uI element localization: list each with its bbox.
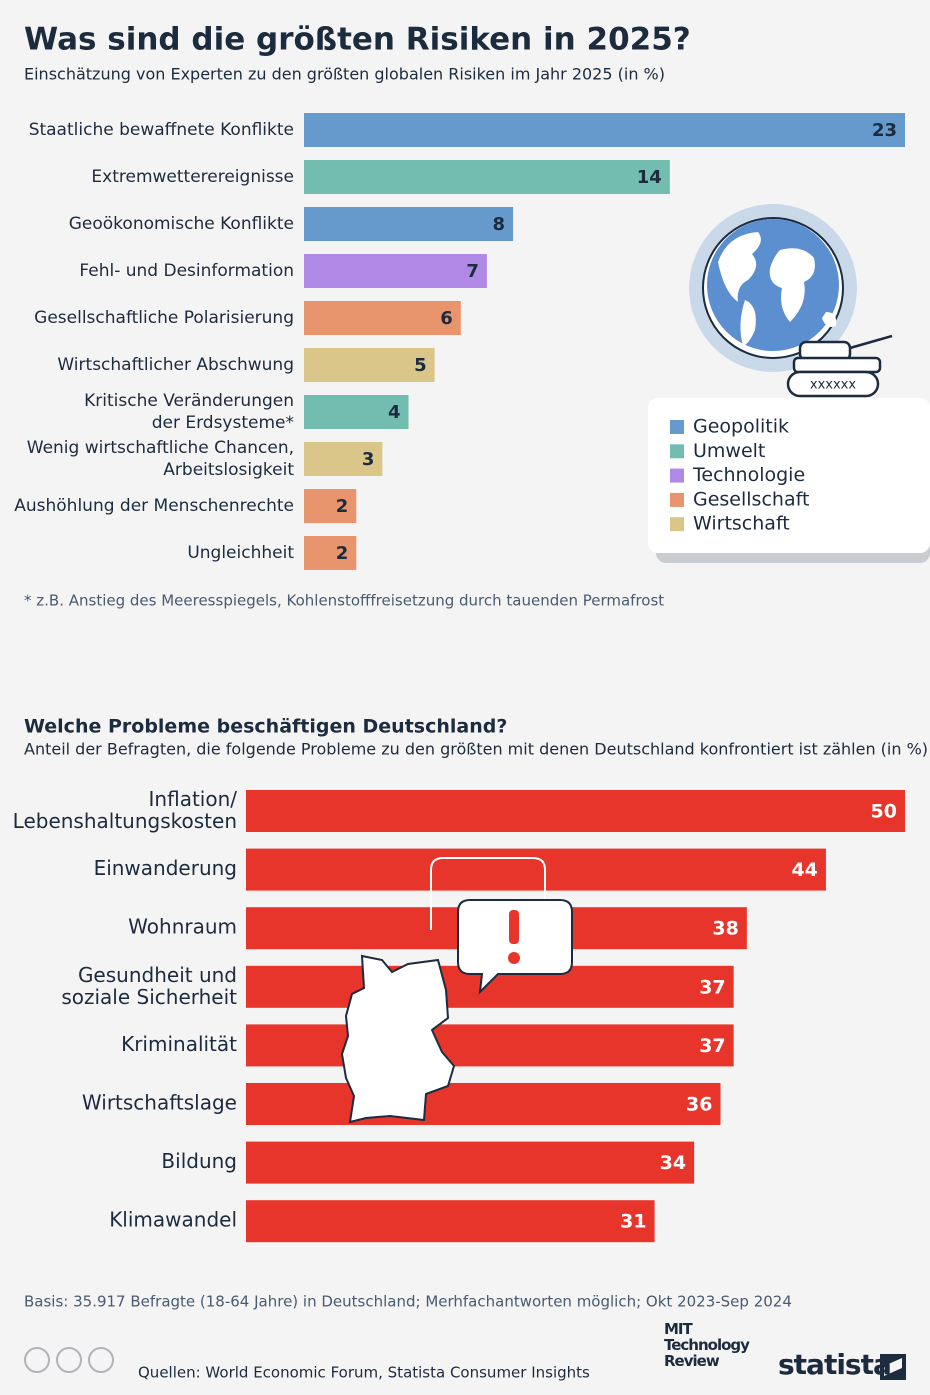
category-label: Inflation/Lebenshaltungskosten xyxy=(13,787,238,833)
legend-box xyxy=(648,398,930,563)
cc-icons xyxy=(24,1347,114,1373)
legend-label: Technologie xyxy=(692,464,805,486)
sources: Quellen: World Economic Forum, Statista … xyxy=(138,1364,590,1382)
value-label: 23 xyxy=(872,120,897,141)
germany-illustration xyxy=(340,857,573,1124)
category-label: Klimawandel xyxy=(109,1208,237,1232)
bar xyxy=(304,113,905,147)
category-label: Extremwetterereignisse xyxy=(91,167,294,187)
category-label: Wohnraum xyxy=(128,915,237,939)
tank-illustration: xxxxxx xyxy=(786,334,893,398)
value-label: 44 xyxy=(791,859,817,881)
legend-label: Gesellschaft xyxy=(693,488,809,510)
value-label: 2 xyxy=(336,496,349,517)
bar xyxy=(304,442,383,476)
legend-label: Wirtschaft xyxy=(693,513,790,535)
bar xyxy=(304,536,357,570)
category-label: Wenig wirtschaftliche Chancen, Arbeitslos… xyxy=(27,438,295,480)
category-label: Wirtschaftlicher Abschwung xyxy=(57,355,294,375)
value-label: 37 xyxy=(699,976,725,998)
legend-swatch xyxy=(670,468,684,483)
svg-text:xxxxxx: xxxxxx xyxy=(810,378,856,393)
category-label: Gesundheit und soziale Sicherheit xyxy=(61,962,237,1008)
value-label: 6 xyxy=(440,308,453,329)
subtitle: Einschätzung von Experten zu den größten… xyxy=(24,65,665,84)
bar xyxy=(304,301,461,335)
legend-swatch xyxy=(670,492,684,507)
bar xyxy=(304,160,670,194)
category-label: Kriminalität xyxy=(121,1032,237,1056)
statista-mark xyxy=(880,1354,906,1380)
value-label: 5 xyxy=(414,355,427,376)
value-label: 14 xyxy=(637,167,662,188)
value-label: 50 xyxy=(871,801,897,823)
note: * z.B. Anstieg des Meeresspiegels, Kohle… xyxy=(24,592,664,610)
value-label: 3 xyxy=(362,449,375,470)
bar xyxy=(246,848,826,891)
chart-subtitle: Anteil der Befragten, die folgende Probl… xyxy=(24,740,928,759)
bar xyxy=(304,254,487,288)
bar xyxy=(246,790,905,832)
category-label: Ungleichheit xyxy=(187,543,294,563)
value-label: 8 xyxy=(493,214,506,235)
category-label: Kritische Veränderungen der Erdsysteme* xyxy=(84,391,294,433)
legend-swatch xyxy=(670,444,684,459)
category-label: Einwanderung xyxy=(94,856,237,880)
logo-statista: statista xyxy=(778,1348,891,1381)
main-title: Was sind die größten Risiken in 2025? xyxy=(24,22,691,58)
value-label: 31 xyxy=(620,1211,646,1233)
logo-mit: MIT Technology Review xyxy=(664,1320,750,1370)
globe-illustration xyxy=(689,204,857,372)
category-label: Aushöhlung der Menschenrechte xyxy=(14,496,294,516)
bar xyxy=(304,489,357,523)
bar xyxy=(246,1083,721,1125)
legend-label: Umwelt xyxy=(693,440,765,462)
bar xyxy=(246,1200,655,1243)
bar xyxy=(246,1141,695,1184)
value-label: 2 xyxy=(336,543,349,564)
legend-swatch xyxy=(670,420,684,434)
chart-title: Welche Probleme beschäftigen Deutschland… xyxy=(24,716,507,738)
category-label: Bildung xyxy=(161,1149,237,1173)
category-label: Gesellschaftliche Polarisierung xyxy=(34,308,294,328)
bar xyxy=(304,207,514,241)
category-label: Fehl- und Desinformation xyxy=(79,261,294,281)
bar xyxy=(304,395,409,429)
category-label: Staatliche bewaffnete Konflikte xyxy=(29,120,294,140)
value-label: 4 xyxy=(388,402,401,423)
value-label: 37 xyxy=(699,1035,725,1057)
note: Basis: 35.917 Befragte (18-64 Jahre) in … xyxy=(24,1293,792,1311)
value-label: 38 xyxy=(712,918,738,940)
legend-label: Geopolitik xyxy=(693,416,789,438)
bar xyxy=(304,348,435,382)
legend-swatch xyxy=(670,517,684,532)
category-label: Geoökonomische Konflikte xyxy=(69,214,294,234)
value-label: 7 xyxy=(466,261,479,282)
category-label: Wirtschaftslage xyxy=(82,1091,237,1115)
value-label: 36 xyxy=(686,1094,712,1116)
value-label: 34 xyxy=(660,1152,686,1174)
bar xyxy=(246,1024,734,1067)
